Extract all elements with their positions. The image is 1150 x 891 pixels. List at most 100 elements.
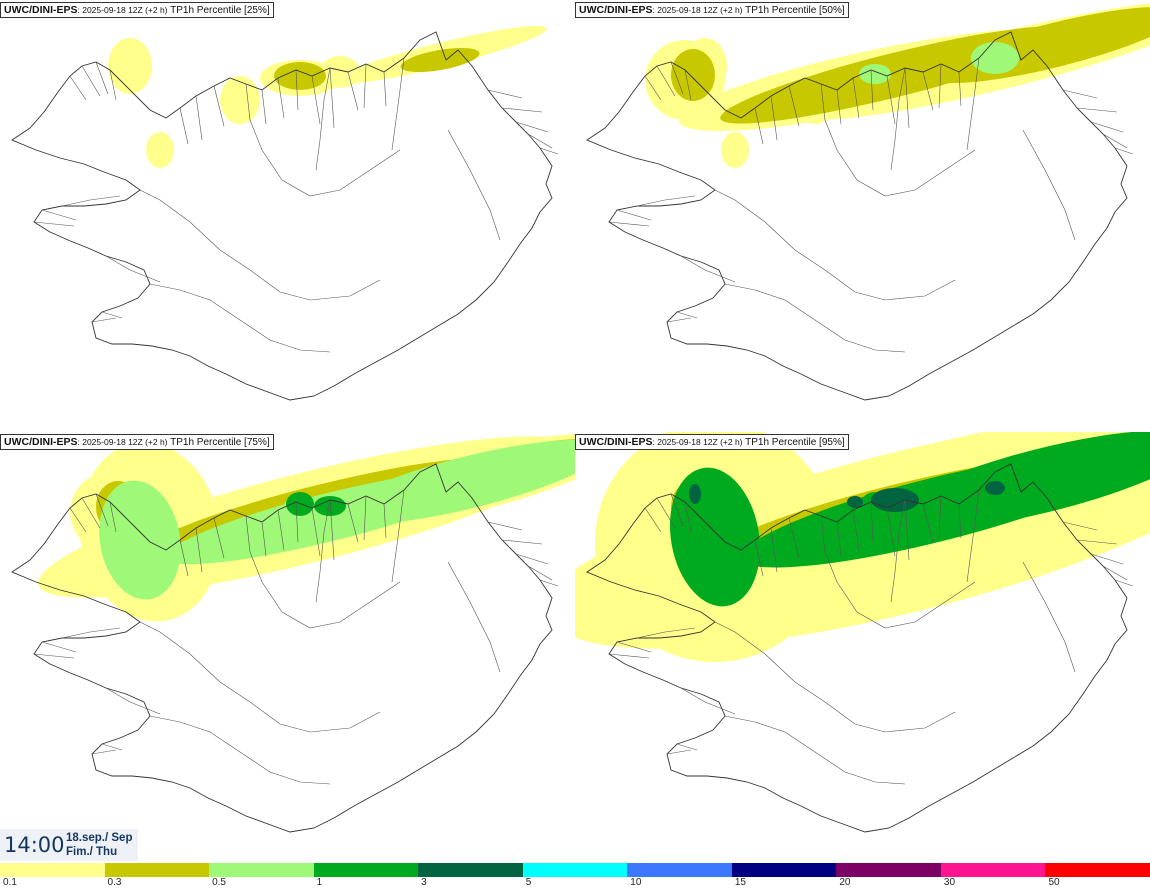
iceland-coastline [11, 463, 553, 833]
boundary-line [680, 255, 736, 283]
boundary-line [391, 489, 405, 583]
precip-map [11, 432, 575, 833]
boundary-line [714, 621, 956, 733]
boundary-line [105, 687, 161, 715]
boundary-line [636, 627, 696, 639]
precip-map [575, 432, 1150, 833]
legend-label: 10 [630, 877, 642, 888]
boundary-line [91, 743, 123, 755]
boundary-line [261, 69, 299, 125]
boundary-line [311, 499, 359, 561]
boundary-line [680, 687, 736, 715]
legend-label: 50 [1048, 877, 1060, 888]
map-panel-p95: UWC/DINI-EPS: 2025-09-18 12Z (+2 h) TP1h… [575, 432, 1150, 862]
precip-area [320, 56, 360, 88]
boundary-line [724, 715, 906, 785]
boundary-line [245, 515, 401, 629]
legend-swatch [0, 863, 105, 877]
precip-area [671, 49, 715, 101]
boundary-line [966, 489, 980, 583]
panel-title: UWC/DINI-EPS: 2025-09-18 12Z (+2 h) TP1h… [0, 2, 274, 18]
boundary-line [886, 67, 934, 129]
boundary-line [105, 255, 161, 283]
boundary-line [447, 129, 501, 241]
panel-title: UWC/DINI-EPS: 2025-09-18 12Z (+2 h) TP1h… [575, 434, 849, 450]
boundary-line [69, 61, 117, 101]
precip-area [314, 496, 346, 516]
boundary-line [179, 517, 225, 577]
map-panel-p50: UWC/DINI-EPS: 2025-09-18 12Z (+2 h) TP1h… [575, 0, 1150, 430]
precip-area [721, 132, 749, 168]
precip-area [859, 64, 891, 84]
legend-label: 3 [421, 877, 427, 888]
valid-weekday: Fim./ Thu [66, 846, 118, 858]
legend-swatch [940, 863, 1046, 877]
precip-area [220, 76, 260, 124]
legend-swatch [104, 863, 210, 877]
boundary-line [666, 311, 698, 323]
legend-label: 1 [316, 877, 323, 888]
boundary-line [245, 83, 401, 197]
legend-label: 5 [525, 877, 532, 888]
boundary-line [33, 209, 77, 227]
boundary-line [315, 499, 331, 603]
precip-area [286, 492, 314, 516]
boundary-line [754, 517, 800, 577]
boundary-line [636, 195, 696, 207]
precip-area [985, 481, 1005, 495]
boundary-line [724, 283, 906, 353]
iceland-coastline [11, 31, 553, 401]
iceland-coastline [586, 31, 1128, 401]
precip-map [11, 25, 559, 401]
legend-label: 0.1 [3, 877, 17, 888]
precip-area [146, 132, 174, 168]
legend-label: 20 [839, 877, 851, 888]
precip-area [99, 480, 181, 600]
valid-date: 18.sep./ Sep [66, 832, 133, 844]
boundary-line [149, 283, 331, 353]
precip-map [586, 0, 1150, 401]
boundary-line [139, 189, 381, 301]
boundary-line [61, 627, 121, 639]
boundary-line [261, 501, 299, 557]
boundary-line [447, 561, 501, 673]
legend-swatch [1045, 863, 1150, 877]
boundary-line [714, 189, 956, 301]
boundary-line [69, 493, 117, 533]
legend-label: 0.5 [212, 877, 226, 888]
legend-swatch [313, 863, 419, 877]
map-panel-p75: UWC/DINI-EPS: 2025-09-18 12Z (+2 h) TP1h… [0, 432, 575, 862]
boundary-line [820, 83, 976, 197]
boundary-line [487, 89, 559, 155]
boundary-line [1062, 521, 1134, 587]
legend-swatch [731, 863, 837, 877]
boundary-line [1022, 561, 1076, 673]
boundary-line [61, 195, 121, 207]
precip-area [847, 496, 863, 508]
legend-swatch [209, 863, 314, 877]
boundary-line [644, 493, 692, 533]
legend-label: 30 [943, 877, 956, 888]
legend-label: 15 [734, 877, 746, 888]
map-panel-p25: UWC/DINI-EPS: 2025-09-18 12Z (+2 h) TP1h… [0, 0, 575, 430]
boundary-line [487, 521, 559, 587]
panel-title: UWC/DINI-EPS: 2025-09-18 12Z (+2 h) TP1h… [0, 434, 274, 450]
precip-area [971, 42, 1019, 74]
boundary-line [179, 85, 225, 145]
boundary-line [754, 85, 800, 145]
boundary-line [149, 715, 331, 785]
iceland-coastline [586, 463, 1128, 833]
boundary-line [608, 209, 652, 227]
panel-title: UWC/DINI-EPS: 2025-09-18 12Z (+2 h) TP1h… [575, 2, 849, 18]
boundary-line [890, 67, 906, 171]
precip-area [689, 484, 701, 504]
legend-swatch [627, 863, 732, 877]
boundary-line [966, 57, 980, 151]
boundary-line [391, 57, 405, 151]
legend-swatch [836, 863, 941, 877]
boundary-line [890, 499, 906, 603]
boundary-line [91, 311, 123, 323]
legend-swatch [522, 863, 628, 877]
boundary-line [836, 501, 874, 557]
boundary-line [644, 61, 692, 101]
